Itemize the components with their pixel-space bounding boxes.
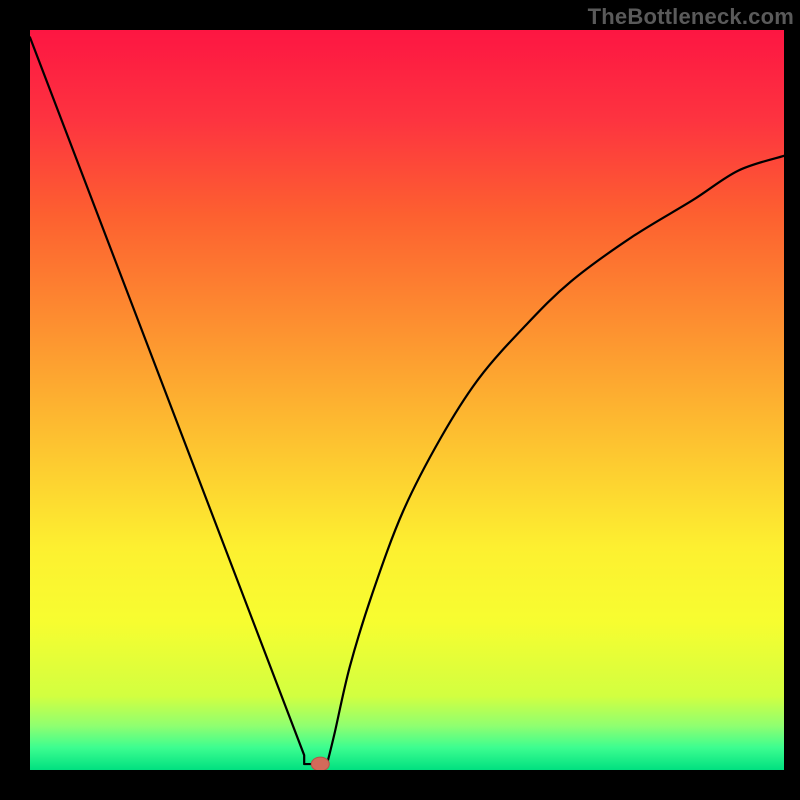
gradient-background [30, 30, 784, 770]
plot-svg [30, 30, 784, 770]
minimum-marker [311, 757, 329, 770]
watermark-text: TheBottleneck.com [588, 4, 794, 30]
plot-area [30, 30, 784, 770]
chart-canvas: TheBottleneck.com [0, 0, 800, 800]
